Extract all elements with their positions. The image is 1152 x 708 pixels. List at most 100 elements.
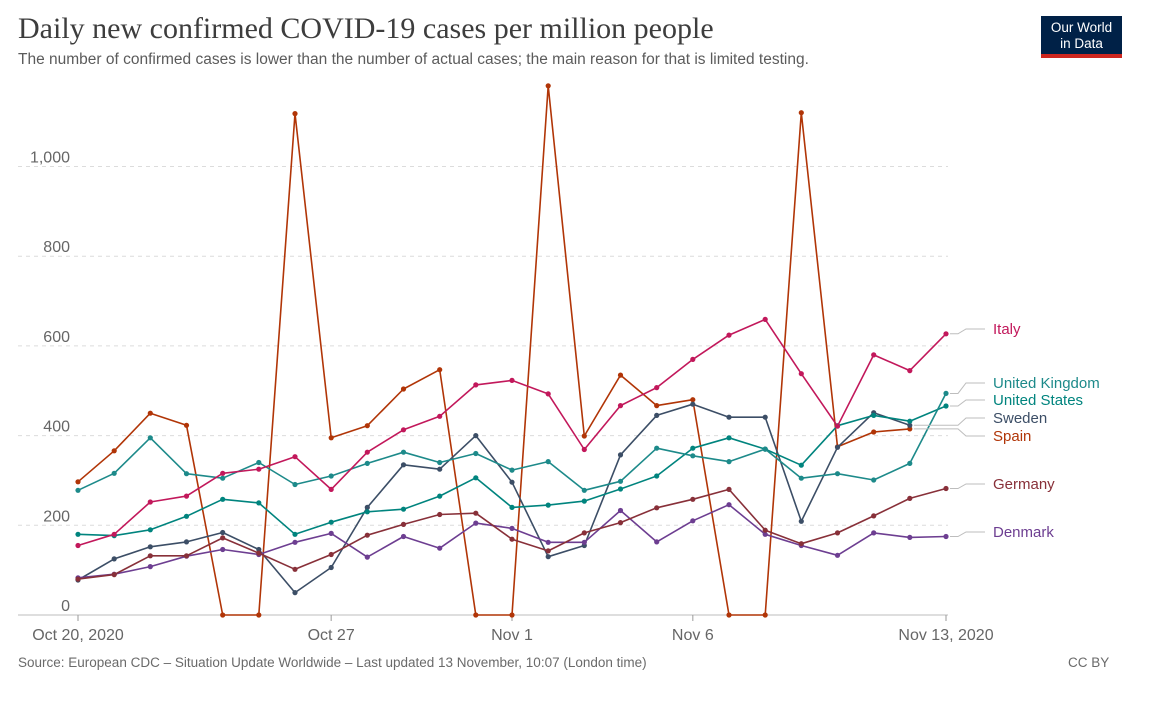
data-point: [690, 401, 696, 407]
data-point: [256, 466, 262, 472]
data-point: [762, 446, 768, 452]
data-point: [762, 414, 768, 420]
data-point: [581, 498, 587, 504]
data-point: [509, 377, 515, 383]
legend-label: Sweden: [993, 410, 1047, 427]
data-point: [437, 367, 443, 373]
data-point: [871, 352, 877, 358]
data-point: [871, 477, 877, 483]
data-point: [654, 385, 660, 391]
data-point: [617, 452, 624, 458]
data-point: [292, 566, 298, 572]
series-line: [77, 487, 947, 580]
chart-subtitle: The number of confirmed cases is lower t…: [18, 51, 809, 68]
license-link[interactable]: CC BY: [1068, 655, 1110, 670]
data-point: [111, 556, 117, 562]
axis-layer: 0 200 400 600 800 1,000 Oct 20, 2020 Oct 27 Nov …: [30, 150, 994, 645]
data-point: [147, 499, 153, 505]
data-point: [509, 612, 515, 618]
data-point: [111, 470, 117, 476]
data-point: [364, 449, 370, 455]
data-point: [220, 529, 226, 536]
data-point: [907, 534, 913, 541]
series-germany: [75, 485, 949, 582]
data-point: [762, 316, 768, 322]
data-point: [400, 386, 407, 392]
data-point: [943, 331, 949, 337]
data-point: [364, 504, 370, 510]
data-point: [545, 391, 551, 397]
series-united-kingdom: [75, 390, 949, 493]
data-point: [147, 410, 153, 416]
legend-entry-united-states: United States: [950, 392, 1083, 409]
data-point: [654, 445, 660, 451]
data-point: [690, 496, 696, 502]
legend-entry-denmark: Denmark: [950, 524, 1054, 541]
owid-logo[interactable]: Our World in Data: [1041, 16, 1122, 58]
data-point: [183, 471, 190, 477]
data-point: [183, 493, 190, 499]
data-point: [726, 502, 732, 508]
data-point: [545, 459, 551, 465]
data-point: [220, 546, 226, 553]
data-point: [75, 531, 81, 537]
legend-entry-sweden: Sweden: [913, 410, 1047, 427]
x-tick-label: Nov 13, 2020: [898, 627, 993, 644]
data-point: [328, 551, 334, 558]
data-point: [256, 550, 262, 556]
x-tick-label: Oct 27: [308, 627, 355, 644]
data-point: [654, 412, 660, 418]
data-point: [726, 486, 732, 492]
data-point: [220, 475, 226, 481]
line-chart: 0 200 400 600 800 1,000 Oct 20, 2020 Oct 27 Nov …: [18, 83, 1100, 645]
data-point: [400, 427, 407, 433]
data-point: [75, 576, 81, 582]
data-point: [473, 475, 479, 481]
y-tick-label: 800: [43, 239, 70, 256]
data-point: [111, 531, 117, 537]
data-point: [473, 433, 479, 439]
data-point: [183, 539, 190, 545]
data-point: [111, 448, 117, 454]
data-point: [907, 422, 913, 428]
data-point: [798, 475, 804, 481]
data-point: [473, 520, 479, 526]
data-point: [328, 519, 334, 525]
data-point: [943, 390, 949, 396]
data-point: [798, 110, 804, 116]
data-point: [509, 525, 515, 532]
data-point: [654, 539, 660, 545]
legend-label: United States: [993, 392, 1083, 409]
data-point: [364, 554, 370, 560]
data-point: [726, 435, 732, 441]
data-point: [256, 546, 262, 553]
data-point: [654, 473, 660, 479]
data-point: [726, 459, 732, 465]
data-point: [147, 435, 153, 441]
legend-entry-italy: Italy: [950, 321, 1021, 338]
data-point: [509, 504, 515, 510]
data-point: [292, 454, 298, 460]
series-italy: [75, 316, 949, 549]
data-point: [617, 520, 624, 526]
data-point: [581, 539, 587, 545]
legend-label: Germany: [993, 476, 1055, 493]
data-point: [871, 429, 877, 435]
data-point: [726, 332, 732, 338]
data-point: [581, 530, 587, 536]
legend-leader-line: [950, 399, 985, 407]
data-point: [726, 414, 732, 420]
legend-leader-line: [913, 417, 985, 426]
data-point: [437, 413, 443, 419]
legend-leader-line: [950, 531, 985, 538]
data-point: [328, 473, 334, 479]
data-point: [726, 612, 732, 618]
data-point: [437, 493, 443, 499]
data-point: [545, 83, 551, 89]
legend-label: Spain: [993, 428, 1031, 445]
legend-leader-line: [950, 328, 985, 335]
data-point: [111, 572, 117, 578]
data-point: [473, 510, 479, 516]
data-point: [617, 486, 624, 492]
data-point: [871, 530, 877, 536]
